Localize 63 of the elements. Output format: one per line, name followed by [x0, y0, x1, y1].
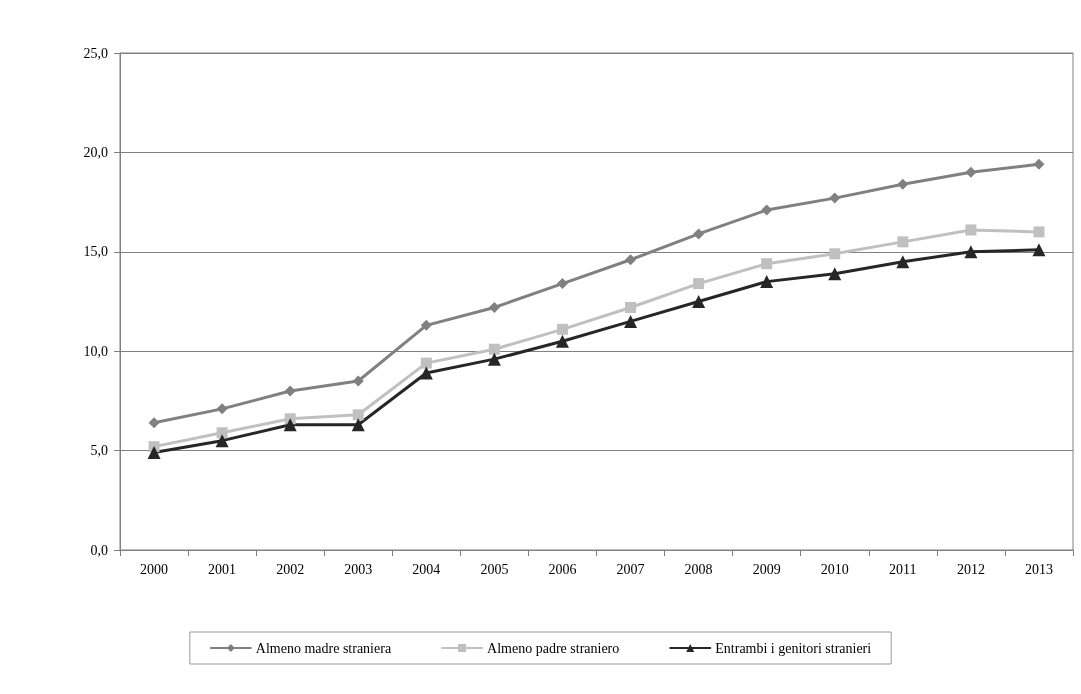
- y-tick-label: 15,0: [83, 244, 108, 260]
- point: [556, 278, 568, 290]
- x-tick-label: 2002: [276, 561, 305, 577]
- point: [148, 417, 160, 429]
- point: [419, 366, 433, 380]
- point: [964, 245, 978, 259]
- point: [693, 278, 705, 290]
- x-tick-label: 2013: [1024, 561, 1053, 577]
- x-tick-label: 2011: [889, 561, 917, 577]
- y-tick-label: 25,0: [83, 45, 108, 61]
- x-tick-label: 2006: [548, 561, 577, 577]
- x-tick-label: 2007: [616, 561, 645, 577]
- point: [896, 255, 910, 269]
- point: [761, 258, 773, 270]
- point: [215, 434, 229, 448]
- x-tick-label: 2005: [480, 561, 509, 577]
- y-tick-label: 0,0: [90, 542, 108, 558]
- x-tick-label: 2004: [412, 561, 441, 577]
- point: [761, 204, 773, 216]
- y-tick-label: 10,0: [83, 343, 108, 359]
- point: [965, 166, 977, 178]
- point: [625, 301, 637, 313]
- point: [352, 375, 364, 387]
- x-tick-label: 2008: [684, 561, 713, 577]
- legend-label: Almeno madre straniera: [255, 640, 392, 656]
- point: [487, 352, 501, 366]
- point: [1033, 158, 1045, 170]
- point: [420, 357, 432, 369]
- point: [965, 224, 977, 236]
- point: [1032, 243, 1046, 257]
- point: [352, 409, 364, 421]
- point: [693, 228, 705, 240]
- x-tick-label: 2012: [956, 561, 985, 577]
- point: [556, 323, 568, 335]
- point: [351, 418, 365, 432]
- x-tick-label: 2003: [344, 561, 373, 577]
- y-tick-label: 5,0: [90, 443, 108, 459]
- x-tick-label: 2001: [208, 561, 237, 577]
- legend-label: Almeno padre straniero: [487, 640, 620, 656]
- y-tick-label: 20,0: [83, 144, 108, 160]
- x-tick-label: 2010: [820, 561, 849, 577]
- point: [488, 301, 500, 313]
- point: [897, 178, 909, 190]
- point: [216, 427, 228, 439]
- x-tick-label: 2000: [140, 561, 169, 577]
- point: [488, 343, 500, 355]
- x-tick-label: 2009: [752, 561, 781, 577]
- point: [692, 295, 706, 308]
- point: [555, 334, 569, 348]
- point: [1033, 226, 1045, 238]
- point: [829, 192, 841, 204]
- point: [624, 314, 638, 328]
- point: [216, 403, 228, 415]
- point: [625, 254, 637, 266]
- point: [829, 248, 841, 260]
- point: [828, 267, 842, 281]
- point: [284, 385, 296, 397]
- legend-label: Entrambi i genitori stranieri: [715, 640, 872, 656]
- point: [283, 418, 297, 432]
- point: [420, 319, 432, 331]
- point: [897, 236, 909, 248]
- point: [760, 275, 774, 289]
- point: [147, 446, 161, 460]
